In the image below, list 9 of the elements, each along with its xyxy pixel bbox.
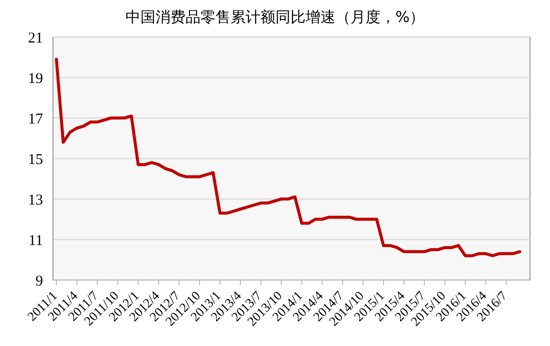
y-tick-label: 19 [28,70,43,87]
y-tick-label: 15 [28,152,43,168]
chart-title: 中国消费品零售累计额同比增速（月度，%） [125,8,425,26]
y-tick-label: 17 [28,111,44,128]
y-tick-label: 13 [28,192,43,208]
y-tick-label: 21 [28,30,43,46]
y-tick-label: 9 [36,273,43,290]
y-tick-label: 11 [28,232,43,249]
line-series [54,58,522,258]
